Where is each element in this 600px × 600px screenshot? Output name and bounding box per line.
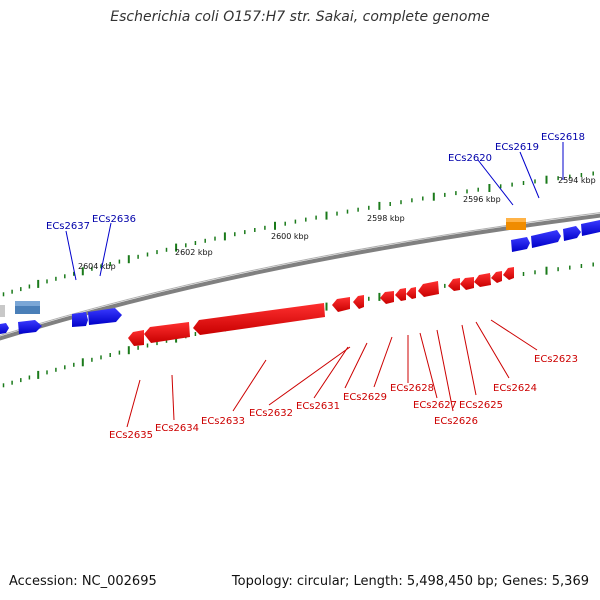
reverse-leader-lines: [126, 319, 538, 428]
accession-text: Accession: NC_002695: [9, 574, 157, 589]
gene-label-ECs2633[interactable]: ECs2633: [201, 416, 245, 427]
genome-summary-text: Topology: circular; Length: 5,498,450 bp…: [231, 574, 589, 589]
forward-gene-arrow[interactable]: [563, 226, 581, 241]
reverse-gene-arrow[interactable]: [406, 287, 416, 299]
forward-gene-arrow[interactable]: [531, 230, 561, 248]
reverse-gene-arrow[interactable]: [128, 330, 144, 346]
gene-label-ECs2636[interactable]: ECs2636: [92, 214, 136, 225]
reverse-gene-arrow[interactable]: [474, 273, 491, 287]
outer-tick-ring: [2, 171, 594, 297]
forward-gene-arrow[interactable]: [72, 312, 88, 327]
forward-gene-box[interactable]: [0, 305, 5, 317]
forward-gene-labels: ECs2618 ECs2619 ECs2620 ECs2636 ECs2637: [46, 132, 585, 232]
reverse-gene-arrow[interactable]: [448, 278, 460, 291]
reverse-gene-arrow[interactable]: [193, 303, 325, 335]
gene-label-ECs2632[interactable]: ECs2632: [249, 408, 293, 419]
forward-gene-track: [0, 218, 600, 334]
gene-label-ECs2618[interactable]: ECs2618: [541, 132, 585, 143]
position-label-2594: 2594 kbp: [558, 176, 596, 185]
gene-label-ECs2620[interactable]: ECs2620: [448, 153, 492, 164]
forward-gene-box-shade: [15, 301, 40, 306]
position-label-2598: 2598 kbp: [367, 214, 405, 223]
reverse-gene-arrow[interactable]: [395, 288, 406, 301]
reverse-gene-arrow[interactable]: [144, 322, 190, 343]
gene-label-ECs2631[interactable]: ECs2631: [296, 401, 340, 412]
reverse-gene-arrow[interactable]: [380, 291, 394, 304]
gene-label-ECs2619[interactable]: ECs2619: [495, 142, 539, 153]
highlighted-gene-shade: [506, 218, 526, 222]
gene-label-ECs2628[interactable]: ECs2628: [390, 383, 434, 394]
forward-gene-arrow[interactable]: [88, 308, 122, 325]
reverse-gene-arrow[interactable]: [491, 271, 502, 283]
position-label-2602: 2602 kbp: [175, 248, 213, 257]
map-title: Escherichia coli O157:H7 str. Sakai, com…: [110, 9, 490, 25]
gene-label-ECs2634[interactable]: ECs2634: [155, 423, 199, 434]
gene-label-ECs2629[interactable]: ECs2629: [343, 392, 387, 403]
position-label-2596: 2596 kbp: [463, 195, 501, 204]
gene-label-ECs2627[interactable]: ECs2627: [413, 400, 457, 411]
reverse-gene-track: [128, 267, 514, 346]
gene-label-ECs2626[interactable]: ECs2626: [434, 416, 478, 427]
reverse-gene-arrow[interactable]: [503, 267, 514, 280]
reverse-gene-arrow[interactable]: [460, 277, 474, 290]
reverse-gene-labels: ECs2623 ECs2624 ECs2625 ECs2626 ECs2627 …: [109, 354, 578, 441]
gene-label-ECs2624[interactable]: ECs2624: [493, 383, 537, 394]
gene-label-ECs2637[interactable]: ECs2637: [46, 221, 90, 232]
reverse-gene-arrow[interactable]: [418, 281, 439, 297]
gene-label-ECs2625[interactable]: ECs2625: [459, 400, 503, 411]
reverse-gene-arrow[interactable]: [332, 297, 350, 312]
position-label-2600: 2600 kbp: [271, 232, 309, 241]
forward-gene-arrow[interactable]: [18, 320, 42, 334]
reverse-gene-arrow[interactable]: [353, 295, 364, 309]
forward-leader-lines: [65, 142, 564, 281]
forward-gene-arrow[interactable]: [511, 237, 530, 252]
position-label-2604: 2604 kbp: [78, 262, 116, 271]
forward-gene-arrow[interactable]: [581, 220, 600, 236]
gene-label-ECs2635[interactable]: ECs2635: [109, 430, 153, 441]
gene-label-ECs2623[interactable]: ECs2623: [534, 354, 578, 365]
forward-gene-arrow[interactable]: [0, 323, 9, 334]
